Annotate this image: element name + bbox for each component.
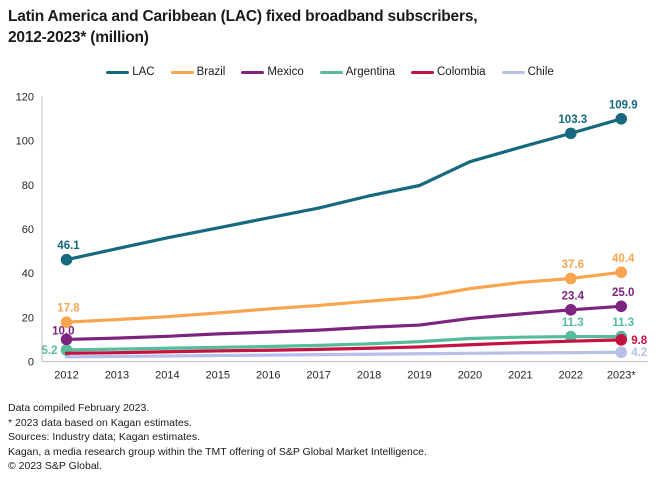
legend-item-brazil: Brazil <box>170 66 226 78</box>
data-label-argentina-2023*: 11.3 <box>612 317 634 329</box>
chart-title-line-1: Latin America and Caribbean (LAC) fixed … <box>8 8 478 25</box>
chart-legend: LAC Brazil Mexico Argentina Colombia Chile <box>0 63 660 81</box>
x-tick-label: 2018 <box>357 370 381 382</box>
chart-title-line-2: 2012-2023* (million) <box>8 29 149 46</box>
y-tick-label: 100 <box>16 136 34 148</box>
data-label-argentina-2012: 5.2 <box>42 345 58 357</box>
footnote-estimate: * 2023 data based on Kagan estimates. <box>8 416 192 429</box>
legend-line-swatch-icon <box>241 70 265 74</box>
x-tick-label: 2023* <box>607 370 636 382</box>
chart-canvas: 0 20 40 60 80 100 120 2012 2013 2014 2015 2016 2017 2… <box>16 92 648 382</box>
data-point-mexico-2012 <box>60 333 73 346</box>
y-tick-label: 80 <box>22 180 34 192</box>
footnote-copyright: © 2023 S&P Global. <box>8 460 102 472</box>
data-point-brazil-2023* <box>615 266 628 279</box>
legend-item-mexico: Mexico <box>241 66 304 78</box>
y-tick-label: 40 <box>22 268 34 280</box>
legend-item-colombia: Colombia <box>411 66 486 78</box>
legend-label: Argentina <box>345 66 395 78</box>
y-tick-label: 20 <box>22 312 34 324</box>
x-tick-label: 2013 <box>105 370 129 382</box>
footnote-kagan: Kagan, a media research group within the… <box>8 445 427 458</box>
data-label-mexico-2012: 10.0 <box>52 325 74 337</box>
data-point-lac-2023* <box>615 113 628 125</box>
x-tick-label: 2016 <box>256 370 280 382</box>
data-label-brazil-2023*: 40.4 <box>612 253 635 265</box>
data-label-mexico-2022: 23.4 <box>562 290 585 302</box>
series-line-lac <box>64 117 623 262</box>
footnote-sources: Sources: Industry data; Kagan estimates. <box>8 431 201 443</box>
data-point-brazil-2022 <box>565 272 577 285</box>
x-tick-label: 2012 <box>54 370 78 382</box>
legend-line-swatch-icon <box>319 70 343 74</box>
series-line-colombia <box>64 338 623 355</box>
data-label-brazil-2012: 17.8 <box>57 303 80 315</box>
data-point-colombia-2023* <box>615 334 628 346</box>
y-tick-label: 60 <box>22 224 34 236</box>
data-point-lac-2022 <box>565 127 577 140</box>
data-label-argentina-2022: 11.3 <box>562 317 584 329</box>
series-line-brazil <box>64 270 623 324</box>
footnote-compiled: Data compiled February 2023. <box>8 402 150 414</box>
x-tick-label: 2021 <box>508 370 532 382</box>
series-line-argentina <box>64 334 623 352</box>
series-line-mexico <box>64 304 623 342</box>
x-tick-label: 2022 <box>559 370 583 382</box>
chart-title: Latin America and Caribbean (LAC) fixed … <box>8 6 652 48</box>
legend-label: Brazil <box>196 66 226 78</box>
legend-label: Chile <box>527 66 554 78</box>
data-point-brazil-2012 <box>60 316 73 328</box>
data-label-lac-2023*: 109.9 <box>609 99 638 111</box>
data-label-chile-2023*: 4.2 <box>631 347 647 359</box>
x-tick-label: 2014 <box>155 370 179 382</box>
data-point-mexico-2023* <box>615 300 628 313</box>
legend-item-lac: LAC <box>106 66 155 78</box>
x-tick-label: 2015 <box>206 370 230 382</box>
data-label-brazil-2022: 37.6 <box>562 259 584 271</box>
legend-line-swatch-icon <box>501 70 525 74</box>
data-point-mexico-2022 <box>565 304 577 316</box>
chart-footnotes: Data compiled February 2023. * 2023 data… <box>8 401 648 474</box>
data-point-chile-2023* <box>615 346 628 359</box>
legend-line-swatch-icon <box>411 70 434 74</box>
data-label-colombia-2023*: 9.8 <box>631 335 648 347</box>
x-tick-label: 2020 <box>458 370 482 382</box>
legend-label: LAC <box>132 66 155 78</box>
x-tick-label: 2017 <box>306 370 330 382</box>
legend-item-argentina: Argentina <box>319 66 395 78</box>
legend-item-chile: Chile <box>501 66 554 78</box>
legend-label: Mexico <box>267 66 304 78</box>
series-line-chile <box>64 350 623 359</box>
data-label-mexico-2023*: 25.0 <box>612 287 634 299</box>
legend-line-swatch-icon <box>106 70 130 74</box>
legend-label: Colombia <box>437 66 486 78</box>
legend-line-swatch-icon <box>170 70 194 74</box>
y-tick-label: 120 <box>16 92 34 104</box>
x-tick-label: 2019 <box>407 370 431 382</box>
data-point-argentina-2022 <box>565 330 577 343</box>
data-label-lac-2022: 103.3 <box>558 114 587 126</box>
data-point-lac-2012 <box>60 253 73 266</box>
data-label-lac-2012: 46.1 <box>57 240 80 252</box>
y-tick-label: 0 <box>28 357 34 369</box>
